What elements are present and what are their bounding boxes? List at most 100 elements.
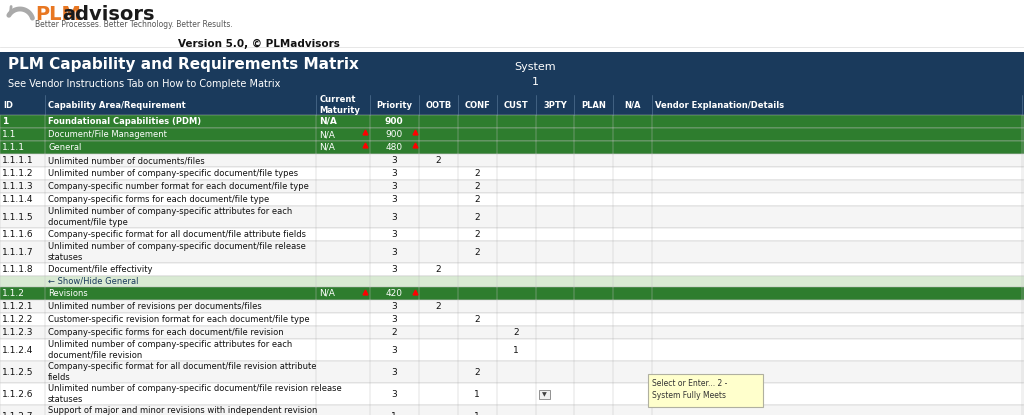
Text: 1.1.1.7: 1.1.1.7 <box>2 247 34 256</box>
Text: Unlimited number of company-specific document/file revision release
statuses: Unlimited number of company-specific doc… <box>48 384 342 404</box>
Text: Company-specific forms for each document/file type: Company-specific forms for each document… <box>48 195 269 204</box>
Text: 2: 2 <box>391 328 397 337</box>
Text: 900: 900 <box>386 130 402 139</box>
Text: N/A: N/A <box>319 289 335 298</box>
Text: Revisions: Revisions <box>48 289 88 298</box>
Text: PLAN: PLAN <box>582 100 606 110</box>
Text: Priority: Priority <box>376 100 413 110</box>
Text: 2: 2 <box>474 195 480 204</box>
Text: 1.1.1: 1.1.1 <box>2 143 25 152</box>
Bar <box>0 361 1024 383</box>
Text: 1.1.1.2: 1.1.1.2 <box>2 169 34 178</box>
Text: Unlimited number of revisions per documents/files: Unlimited number of revisions per docume… <box>48 302 262 311</box>
Bar <box>0 313 1024 326</box>
Text: N/A: N/A <box>625 100 641 110</box>
Text: 3: 3 <box>391 182 397 191</box>
Text: 2: 2 <box>513 328 519 337</box>
Text: 2: 2 <box>435 156 441 165</box>
Text: 3: 3 <box>391 212 397 222</box>
Text: 1.1.2.1: 1.1.2.1 <box>2 302 34 311</box>
Text: See Vendor Instructions Tab on How to Complete Matrix: See Vendor Instructions Tab on How to Co… <box>8 79 281 89</box>
Text: Unlimited number of company-specific attributes for each
document/file revision: Unlimited number of company-specific att… <box>48 340 292 360</box>
Text: advisors: advisors <box>62 5 155 24</box>
Bar <box>0 241 1024 263</box>
Bar <box>0 326 1024 339</box>
Text: Unlimited number of company-specific attributes for each
document/file type: Unlimited number of company-specific att… <box>48 207 292 227</box>
Text: ← Show/Hide General: ← Show/Hide General <box>48 277 138 286</box>
Text: 1: 1 <box>2 117 8 126</box>
Text: 3: 3 <box>391 156 397 165</box>
Bar <box>0 193 1024 206</box>
Bar <box>0 263 1024 276</box>
Text: 1.1.1.4: 1.1.1.4 <box>2 195 34 204</box>
Text: 1: 1 <box>474 412 480 415</box>
Bar <box>0 405 1024 415</box>
Text: 1.1.2.4: 1.1.2.4 <box>2 346 34 354</box>
Bar <box>0 206 1024 228</box>
Text: 2: 2 <box>474 368 480 376</box>
Text: 1.1.1.1: 1.1.1.1 <box>2 156 34 165</box>
Bar <box>0 300 1024 313</box>
Bar <box>0 276 1024 287</box>
Text: 2: 2 <box>474 212 480 222</box>
Text: 1.1.2.6: 1.1.2.6 <box>2 390 34 398</box>
Text: 1.1.2.7: 1.1.2.7 <box>2 412 34 415</box>
Text: 2: 2 <box>474 230 480 239</box>
Text: 1: 1 <box>513 346 519 354</box>
Text: CUST: CUST <box>504 100 528 110</box>
Text: 2: 2 <box>474 315 480 324</box>
Text: Unlimited number of company-specific document/file types: Unlimited number of company-specific doc… <box>48 169 298 178</box>
Text: Capability Area/Requirement: Capability Area/Requirement <box>48 100 185 110</box>
Text: 900: 900 <box>385 117 403 126</box>
Text: 3: 3 <box>391 302 397 311</box>
Text: 3: 3 <box>391 195 397 204</box>
Text: 1.1.2.5: 1.1.2.5 <box>2 368 34 376</box>
Text: Customer-specific revision format for each document/file type: Customer-specific revision format for ea… <box>48 315 309 324</box>
Bar <box>0 287 1024 300</box>
Text: 1: 1 <box>391 412 397 415</box>
Text: ▼: ▼ <box>542 392 547 397</box>
Text: Better Processes. Better Technology. Better Results.: Better Processes. Better Technology. Bet… <box>35 20 232 29</box>
Text: 2: 2 <box>435 265 441 274</box>
Text: PLM: PLM <box>35 5 81 24</box>
Text: 1.1.1.6: 1.1.1.6 <box>2 230 34 239</box>
Text: 2: 2 <box>435 302 441 311</box>
Text: N/A: N/A <box>319 143 335 152</box>
Text: 2: 2 <box>474 169 480 178</box>
Text: Select or Enter... 2 -
System Fully Meets: Select or Enter... 2 - System Fully Meet… <box>652 379 727 400</box>
Text: N/A: N/A <box>319 130 335 139</box>
Text: General: General <box>48 143 82 152</box>
Text: Unlimited number of documents/files: Unlimited number of documents/files <box>48 156 205 165</box>
Text: 3: 3 <box>391 346 397 354</box>
Text: Current
Maturity: Current Maturity <box>319 95 360 115</box>
Text: PLM Capability and Requirements Matrix: PLM Capability and Requirements Matrix <box>8 56 358 71</box>
Text: 1.1.1.5: 1.1.1.5 <box>2 212 34 222</box>
Text: Company-specific forms for each document/file revision: Company-specific forms for each document… <box>48 328 284 337</box>
Bar <box>0 167 1024 180</box>
Text: Company-specific format for all document/file revision attribute
fields: Company-specific format for all document… <box>48 362 316 382</box>
Text: 3: 3 <box>391 390 397 398</box>
Text: 1.1.1.3: 1.1.1.3 <box>2 182 34 191</box>
Bar <box>0 128 1024 141</box>
Text: 3: 3 <box>391 169 397 178</box>
Text: 3: 3 <box>391 315 397 324</box>
Bar <box>648 374 763 407</box>
Text: 1: 1 <box>532 77 539 87</box>
Text: 1.1.2.3: 1.1.2.3 <box>2 328 34 337</box>
Bar <box>0 383 1024 405</box>
Text: 3: 3 <box>391 368 397 376</box>
Bar <box>0 141 1024 154</box>
Text: 3: 3 <box>391 230 397 239</box>
Text: 1: 1 <box>474 390 480 398</box>
Text: N/A: N/A <box>319 117 337 126</box>
Text: 480: 480 <box>386 143 402 152</box>
Text: System: System <box>515 62 556 72</box>
Bar <box>0 52 1024 95</box>
Text: Company-specific number format for each document/file type: Company-specific number format for each … <box>48 182 309 191</box>
Text: 3: 3 <box>391 247 397 256</box>
Bar <box>0 228 1024 241</box>
Text: Company-specific format for all document/file attribute fields: Company-specific format for all document… <box>48 230 306 239</box>
Text: Document/File Management: Document/File Management <box>48 130 167 139</box>
Text: 420: 420 <box>386 289 402 298</box>
Text: 1.1.2.2: 1.1.2.2 <box>2 315 34 324</box>
